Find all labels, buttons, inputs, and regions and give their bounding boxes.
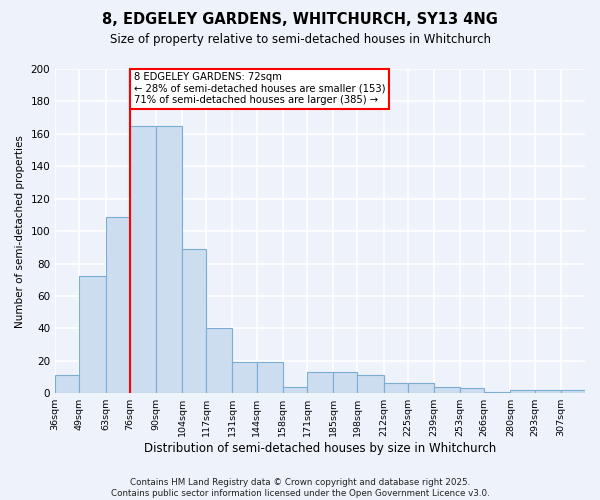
Y-axis label: Number of semi-detached properties: Number of semi-detached properties — [15, 134, 25, 328]
Bar — [307, 372, 333, 393]
Bar — [511, 390, 535, 393]
Bar — [206, 328, 232, 393]
X-axis label: Distribution of semi-detached houses by size in Whitchurch: Distribution of semi-detached houses by … — [144, 442, 496, 455]
Bar — [408, 384, 434, 393]
Bar — [484, 392, 511, 393]
Text: 8, EDGELEY GARDENS, WHITCHURCH, SY13 4NG: 8, EDGELEY GARDENS, WHITCHURCH, SY13 4NG — [102, 12, 498, 28]
Text: Contains HM Land Registry data © Crown copyright and database right 2025.
Contai: Contains HM Land Registry data © Crown c… — [110, 478, 490, 498]
Bar — [232, 362, 257, 393]
Bar — [460, 388, 484, 393]
Bar — [434, 386, 460, 393]
Bar — [358, 376, 383, 393]
Bar — [130, 126, 156, 393]
Bar — [257, 362, 283, 393]
Bar — [79, 276, 106, 393]
Bar — [55, 376, 79, 393]
Bar — [156, 126, 182, 393]
Bar — [561, 390, 585, 393]
Bar — [383, 384, 408, 393]
Bar — [283, 386, 307, 393]
Bar — [535, 390, 561, 393]
Text: 8 EDGELEY GARDENS: 72sqm
← 28% of semi-detached houses are smaller (153)
71% of : 8 EDGELEY GARDENS: 72sqm ← 28% of semi-d… — [134, 72, 385, 106]
Bar — [106, 216, 130, 393]
Text: Size of property relative to semi-detached houses in Whitchurch: Size of property relative to semi-detach… — [110, 32, 491, 46]
Bar — [182, 249, 206, 393]
Bar — [333, 372, 358, 393]
